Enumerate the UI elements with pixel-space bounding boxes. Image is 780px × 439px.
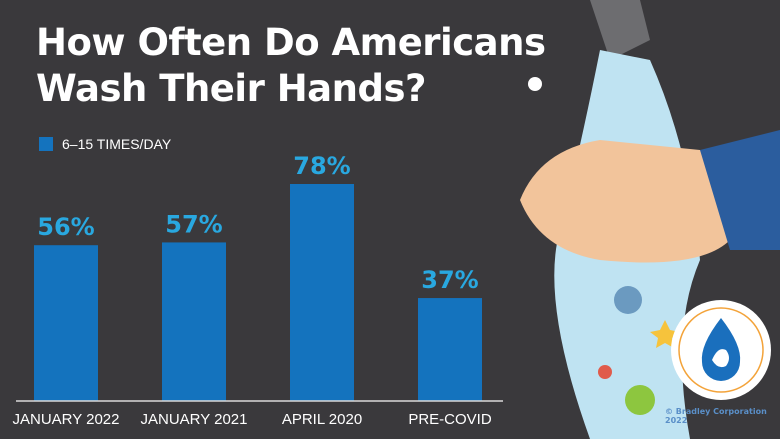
data-label: 57%: [165, 210, 222, 238]
title-line-1: How Often Do Americans: [36, 21, 546, 64]
data-label: 56%: [37, 213, 94, 241]
germ-icon: [598, 365, 612, 379]
faucet-icon: [590, 0, 650, 60]
bar: [162, 242, 226, 401]
x-tick-label: APRIL 2020: [282, 411, 362, 428]
x-tick-label: PRE-COVID: [408, 411, 492, 428]
x-tick-label: JANUARY 2022: [12, 411, 119, 428]
chart-title: How Often Do Americans Wash Their Hands?: [36, 20, 546, 112]
legend: 6–15 TIMES/DAY: [39, 136, 172, 152]
sleeve: [700, 130, 780, 250]
copyright-text: © Bradley Corporation 2022: [665, 407, 767, 425]
x-tick-label: JANUARY 2021: [140, 411, 247, 428]
legend-swatch: [39, 137, 53, 151]
data-label: 78%: [293, 152, 350, 180]
legend-label: 6–15 TIMES/DAY: [62, 136, 172, 152]
healthy-handwashing-survey-logo: [671, 300, 771, 400]
bar: [418, 298, 482, 401]
germ-icon: [625, 385, 655, 415]
data-label: 37%: [421, 266, 478, 294]
bar: [34, 245, 98, 401]
germ-icon: [614, 286, 642, 314]
hands-icon: [520, 140, 732, 263]
title-line-2: Wash Their Hands?: [36, 67, 426, 110]
bar: [290, 184, 354, 401]
